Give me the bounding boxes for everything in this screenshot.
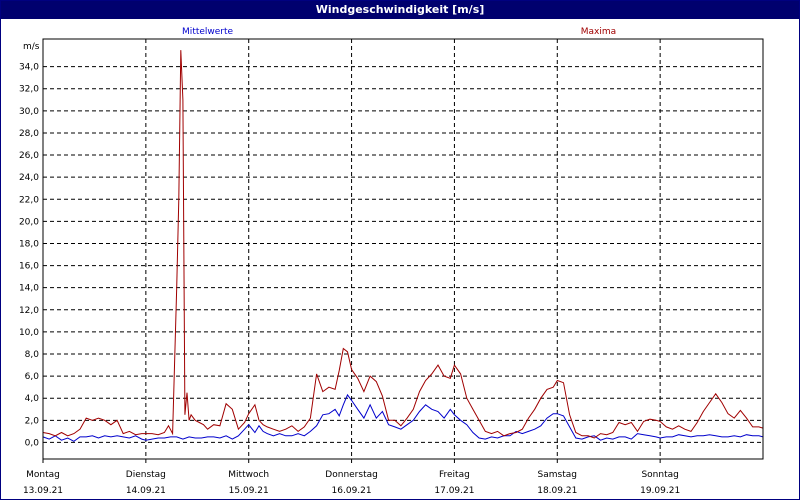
y-tick-label: 0,0 <box>25 438 40 448</box>
y-tick-label: 20,0 <box>19 217 39 227</box>
y-tick-label: 26,0 <box>19 151 39 161</box>
plot-area-border <box>42 38 764 460</box>
y-tick-label: 22,0 <box>19 195 39 205</box>
window-title: Windgeschwindigkeit [m/s] <box>1 1 799 19</box>
x-date-label: 15.09.21 <box>229 486 269 496</box>
y-tick-label: 8,0 <box>25 350 40 360</box>
y-axis-unit: m/s <box>23 42 40 52</box>
y-tick-label: 30,0 <box>19 107 39 117</box>
grid <box>42 39 763 463</box>
x-day-label: Freitag <box>439 470 470 480</box>
x-day-label: Mittwoch <box>228 470 269 480</box>
y-tick-label: 2,0 <box>25 416 40 426</box>
x-date-label: 19.09.21 <box>640 486 680 496</box>
series-line-maxima <box>42 50 764 439</box>
x-day-label: Montag <box>26 470 60 480</box>
series-line-mittelwerte <box>42 393 764 442</box>
y-tick-label: 28,0 <box>19 129 39 139</box>
x-date-label: 17.09.21 <box>434 486 474 496</box>
y-tick-label: 24,0 <box>19 173 39 183</box>
y-tick-label: 4,0 <box>25 394 40 404</box>
y-tick-label: 10,0 <box>19 328 39 338</box>
x-day-label: Dienstag <box>126 470 166 480</box>
y-tick-label: 12,0 <box>19 306 39 316</box>
y-tick-label: 14,0 <box>19 284 39 294</box>
y-tick-label: 34,0 <box>19 63 39 73</box>
y-tick-label: 6,0 <box>25 372 40 382</box>
x-date-label: 16.09.21 <box>332 486 372 496</box>
legend-label-mittelwerte: Mittelwerte <box>182 27 233 37</box>
x-day-label: Donnerstag <box>325 470 378 480</box>
y-tick-label: 32,0 <box>19 85 39 95</box>
series-layer <box>42 50 764 442</box>
axis-labels: 0,0 2,0 4,0 6,0 8,0 10,0 12,0 14,0 16,0 18,0 20,0 2… <box>19 27 680 496</box>
y-tick-label: 16,0 <box>19 262 39 272</box>
x-date-label: 18.09.21 <box>537 486 577 496</box>
x-date-label: 14.09.21 <box>126 486 166 496</box>
x-day-label: Samstag <box>538 470 577 480</box>
x-day-label: Sonntag <box>641 470 678 480</box>
y-tick-label: 18,0 <box>19 239 39 249</box>
legend-label-maxima: Maxima <box>581 27 616 37</box>
x-date-label: 13.09.21 <box>23 486 63 496</box>
